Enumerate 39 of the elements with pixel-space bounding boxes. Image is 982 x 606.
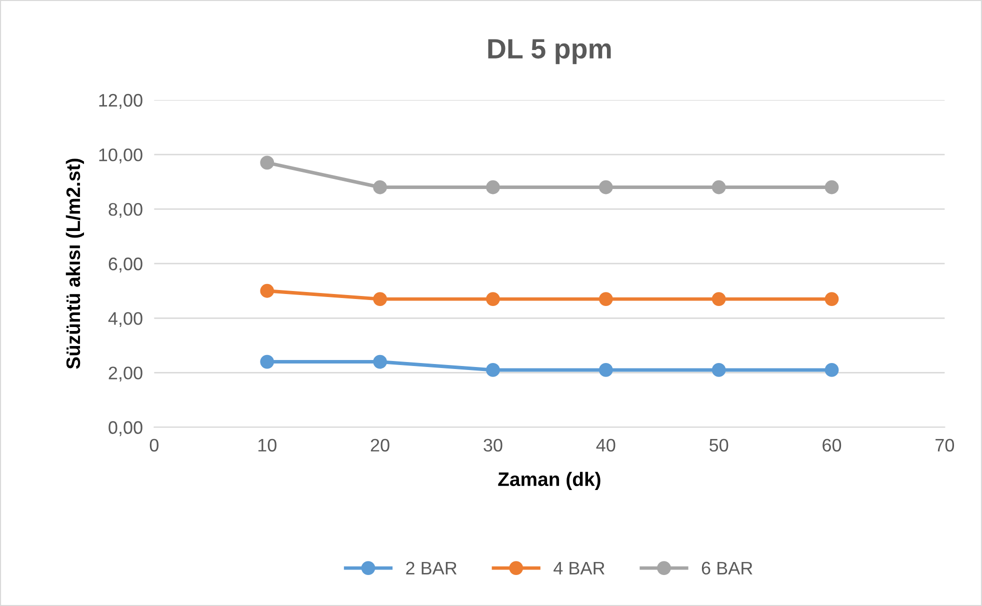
point — [373, 354, 387, 369]
x-tick-label: 0 — [150, 438, 158, 452]
y-tick-label: 2,00 — [108, 366, 142, 382]
point — [260, 284, 274, 298]
point — [712, 363, 726, 377]
x-tick-label: 50 — [710, 438, 728, 452]
x-tick-label: 10 — [258, 438, 276, 452]
x-tick-label: 40 — [596, 438, 616, 452]
y-tick-label: 12,00 — [99, 94, 142, 109]
x-tick-label: 70 — [936, 438, 954, 452]
x-axis-title: Zaman (dk) — [498, 472, 600, 490]
point — [598, 363, 613, 377]
point — [824, 180, 839, 194]
point — [260, 156, 274, 170]
y-tick-label: 4,00 — [108, 312, 142, 328]
x-tick-label: 60 — [822, 438, 842, 452]
point — [598, 292, 613, 306]
legend-label: 6 BAR — [702, 562, 752, 575]
chart-title: DL 5 ppm — [488, 39, 611, 64]
y-tick-label: 6,00 — [108, 258, 142, 272]
point — [486, 363, 500, 377]
point — [598, 180, 613, 194]
point — [373, 292, 387, 306]
y-tick-label: 8,00 — [108, 203, 142, 218]
point — [260, 354, 274, 369]
x-tick-label: 20 — [370, 438, 390, 452]
point — [824, 363, 839, 377]
point — [486, 292, 500, 306]
point — [712, 180, 726, 194]
x-tick-label: 30 — [484, 438, 502, 452]
point — [824, 292, 839, 306]
y-tick-label: 0,00 — [108, 421, 142, 436]
legend-label: 2 BAR — [406, 562, 457, 574]
legend-label: 4 BAR — [554, 562, 604, 574]
point — [712, 292, 726, 306]
y-axis-title: Süzüntü akısı (L/m2.st) — [66, 158, 84, 369]
y-tick-label: 10,00 — [99, 148, 142, 164]
point — [373, 180, 387, 194]
point — [486, 180, 500, 194]
